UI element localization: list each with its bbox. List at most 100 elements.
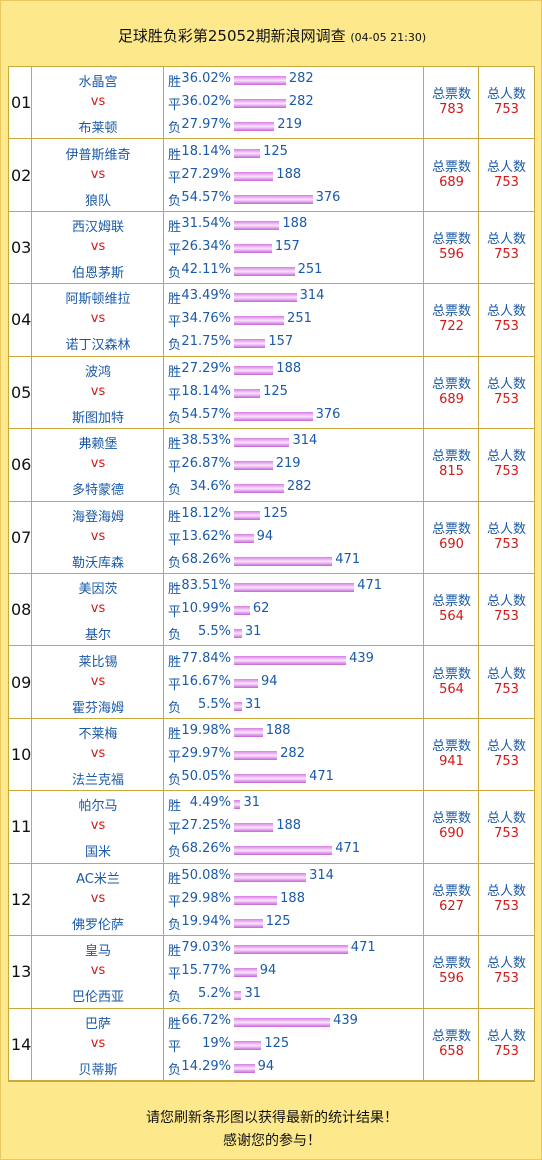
cell [9, 863, 32, 936]
percent: 14.29% [181, 1058, 231, 1074]
percent: 18.14% [181, 143, 231, 159]
cell [164, 501, 424, 573]
cell [424, 67, 479, 139]
count: 471 [350, 940, 376, 956]
cell [9, 139, 32, 211]
table-row: 03 西汉姆联 vs 伯恩茅斯 胜 31.54% 188 平 26.34% 157 负 42.11% 2… [9, 211, 534, 285]
count: 314 [292, 433, 318, 449]
home-team: 不莱梅 [78, 727, 118, 743]
outcome-label: 负 [168, 193, 182, 209]
bar [234, 171, 274, 181]
count: 219 [275, 456, 301, 472]
people-label: 总人数 [486, 521, 526, 537]
outcome-label: 平 [168, 532, 182, 548]
cell [424, 139, 479, 211]
row-number: 09 [11, 672, 32, 692]
cell [32, 574, 164, 646]
percent: 77.84% [181, 650, 231, 666]
away-team: 斯图加特 [71, 410, 124, 426]
outcome-label: 胜 [168, 292, 182, 308]
row-number: 10 [11, 745, 32, 765]
percent: 36.02% [181, 94, 231, 110]
people-value: 753 [494, 898, 519, 914]
away-team: 诺丁汉森林 [65, 338, 131, 354]
bar [234, 267, 295, 277]
cell [32, 67, 164, 139]
outcome-label: 负 [168, 773, 182, 789]
outcome-label: 平 [168, 894, 182, 910]
cell [164, 646, 424, 718]
row-number: 02 [11, 165, 32, 185]
percent: 5.5% [197, 624, 231, 640]
outcome-label: 胜 [168, 509, 182, 525]
vs: vs [90, 166, 106, 182]
count: 314 [309, 867, 334, 883]
total-label: 总票数 [431, 159, 471, 175]
vs: vs [90, 239, 106, 255]
percent: 31.54% [181, 216, 231, 232]
vs: vs [90, 673, 106, 689]
home-team: 水晶宫 [78, 75, 118, 91]
vs: vs [90, 383, 106, 399]
percent: 18.12% [181, 505, 231, 521]
outcome-label: 平 [168, 605, 182, 621]
people-label: 总人数 [486, 883, 526, 899]
table-row: 05 波鸿 vs 斯图加特 胜 27.29% 188 平 18.14% 125 负 54.57% 376… [9, 356, 534, 430]
home-team: 帕尔马 [78, 799, 118, 815]
away-team: 国米 [84, 845, 111, 861]
total-label: 总票数 [431, 739, 471, 755]
outcome-label: 胜 [168, 654, 182, 670]
cell [32, 139, 164, 211]
table-row: 08 美因茨 vs 基尔 胜 83.51% 471 平 10.99% 62 负 5.5% 31 总票数 56… [9, 574, 534, 647]
outcome-label: 负 [168, 410, 182, 426]
outcome-label: 平 [168, 315, 182, 331]
cell [164, 139, 424, 211]
percent: 29.97% [181, 746, 231, 762]
cell [164, 863, 424, 936]
row-number: 08 [11, 600, 32, 620]
table-row: 01 水晶宫 vs 布莱顿胜 36.02% 282 平 36.02% 282 负 27.97% 219… [9, 67, 534, 140]
bar [234, 76, 286, 86]
vs: vs [90, 818, 106, 834]
count: 62 [252, 601, 270, 617]
count: 376 [315, 406, 341, 422]
cell [164, 211, 424, 284]
bar [234, 365, 274, 375]
bar [234, 945, 348, 955]
outcome-label: 负 [168, 1062, 182, 1078]
bar [234, 411, 313, 421]
title: 足球胜负彩第25052期新浪网调查 (04-05 21:30) [1, 25, 541, 46]
home-team: 伊普斯维奇 [65, 147, 131, 163]
outcome-label: 胜 [168, 727, 182, 743]
count: 157 [268, 334, 294, 350]
people-label: 总人数 [486, 376, 526, 392]
outcome-label: 胜 [168, 220, 182, 236]
total-value: 627 [439, 898, 464, 914]
cell [9, 284, 32, 356]
percent: 79.03% [181, 940, 231, 956]
away-team: 贝蒂斯 [78, 1062, 118, 1078]
bar [234, 293, 297, 303]
count: 31 [244, 696, 262, 712]
outcome-label: 负 [168, 628, 182, 644]
bar [234, 438, 290, 448]
outcome-label: 负 [168, 990, 182, 1006]
percent: 83.51% [181, 578, 231, 594]
away-team: 勒沃库森 [71, 555, 124, 571]
percent: 15.77% [181, 963, 231, 979]
title-text: 足球胜负彩第25052期新浪网调查 [117, 27, 346, 45]
cell [164, 718, 424, 791]
outcome-label: 平 [168, 967, 182, 983]
outcome-label: 胜 [168, 582, 182, 598]
cell [9, 501, 32, 573]
row-number: 11 [11, 817, 32, 837]
away-team: 多特蒙德 [71, 483, 124, 499]
total-label: 总票数 [431, 1028, 471, 1044]
count: 31 [244, 986, 262, 1002]
count: 439 [349, 650, 374, 666]
cell [9, 1008, 32, 1080]
row-number: 12 [11, 889, 32, 909]
cell [9, 936, 32, 1008]
outcome-label: 平 [168, 677, 182, 693]
percent: 42.11% [181, 262, 231, 278]
